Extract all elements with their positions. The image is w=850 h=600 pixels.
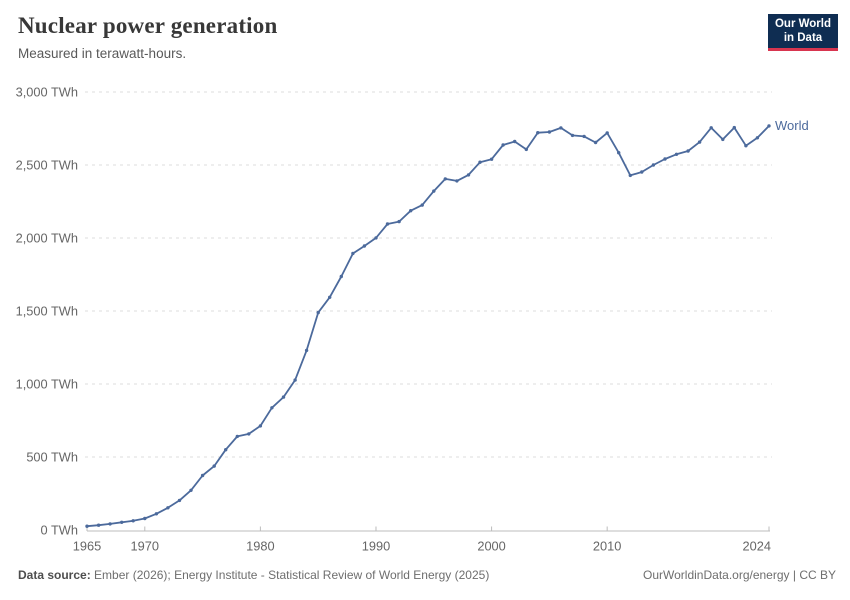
y-axis-tick-label: 500 TWh bbox=[26, 450, 78, 465]
series-end-label-world[interactable]: World bbox=[775, 118, 809, 133]
data-point-marker[interactable] bbox=[120, 520, 124, 524]
y-axis-tick-label: 0 TWh bbox=[41, 523, 78, 538]
data-point-marker[interactable] bbox=[293, 378, 297, 382]
data-point-marker[interactable] bbox=[489, 157, 494, 161]
data-point-marker[interactable] bbox=[547, 130, 552, 134]
chart-subtitle: Measured in terawatt-hours. bbox=[18, 46, 187, 61]
x-axis-tick-label: 1970 bbox=[131, 539, 159, 554]
data-point-marker[interactable] bbox=[686, 149, 690, 153]
data-point-marker[interactable] bbox=[651, 163, 656, 167]
data-point-marker[interactable] bbox=[96, 523, 101, 527]
data-source-label: Data source: bbox=[18, 568, 91, 582]
data-point-marker[interactable] bbox=[582, 134, 586, 139]
data-point-marker[interactable] bbox=[593, 140, 598, 145]
data-point-marker[interactable] bbox=[131, 519, 135, 523]
data-point-marker[interactable] bbox=[755, 136, 760, 140]
data-point-marker[interactable] bbox=[674, 152, 679, 156]
data-point-marker[interactable] bbox=[513, 139, 517, 144]
data-point-marker[interactable] bbox=[235, 434, 239, 439]
data-point-marker[interactable] bbox=[85, 524, 89, 528]
owid-attribution-link[interactable]: OurWorldinData.org/energy | CC BY bbox=[643, 568, 836, 582]
page-title: Nuclear power generation bbox=[18, 13, 278, 38]
data-point-marker[interactable] bbox=[570, 133, 575, 138]
data-point-marker[interactable] bbox=[154, 512, 159, 516]
data-point-marker[interactable] bbox=[177, 498, 182, 503]
data-point-marker[interactable] bbox=[385, 222, 390, 226]
data-point-marker[interactable] bbox=[316, 310, 320, 315]
data-point-marker[interactable] bbox=[143, 516, 147, 521]
data-point-marker[interactable] bbox=[339, 274, 343, 279]
data-point-marker[interactable] bbox=[224, 448, 228, 452]
x-axis-tick-label: 2010 bbox=[593, 539, 621, 554]
data-source-note: Data source: Ember (2026); Energy Instit… bbox=[18, 568, 489, 582]
data-point-marker[interactable] bbox=[617, 151, 621, 155]
data-point-marker[interactable] bbox=[432, 189, 436, 193]
data-point-marker[interactable] bbox=[709, 126, 713, 130]
world-series-line[interactable] bbox=[86, 125, 770, 528]
data-point-marker[interactable] bbox=[304, 348, 309, 353]
data-point-marker[interactable] bbox=[247, 432, 251, 436]
x-axis-tick-label: 1980 bbox=[246, 539, 274, 554]
data-point-marker[interactable] bbox=[628, 173, 632, 178]
x-axis-tick-label: 1990 bbox=[362, 539, 390, 554]
data-point-marker[interactable] bbox=[397, 219, 401, 224]
data-point-marker[interactable] bbox=[605, 131, 609, 135]
data-point-marker[interactable] bbox=[466, 173, 471, 177]
y-axis-tick-label: 3,000 TWh bbox=[16, 85, 78, 100]
y-axis-tick-label: 1,000 TWh bbox=[16, 377, 78, 392]
data-point-marker[interactable] bbox=[443, 177, 447, 181]
data-point-marker[interactable] bbox=[559, 126, 563, 130]
y-axis-tick-label: 2,500 TWh bbox=[16, 158, 78, 173]
data-point-marker[interactable] bbox=[270, 406, 274, 410]
data-point-marker[interactable] bbox=[189, 488, 193, 492]
data-source-text: Ember (2026); Energy Institute - Statist… bbox=[94, 568, 490, 582]
data-point-marker[interactable] bbox=[351, 251, 355, 256]
x-axis-tick-label: 2000 bbox=[477, 539, 505, 554]
y-axis-tick-label: 2,000 TWh bbox=[16, 231, 78, 246]
data-point-marker[interactable] bbox=[374, 236, 378, 240]
data-point-marker[interactable] bbox=[767, 124, 771, 128]
data-point-marker[interactable] bbox=[524, 147, 528, 152]
data-point-marker[interactable] bbox=[663, 157, 667, 161]
data-point-marker[interactable] bbox=[420, 203, 424, 207]
data-point-marker[interactable] bbox=[281, 395, 286, 399]
data-point-marker[interactable] bbox=[501, 143, 505, 147]
data-point-marker[interactable] bbox=[721, 137, 725, 142]
data-point-marker[interactable] bbox=[697, 140, 702, 144]
data-point-marker[interactable] bbox=[166, 506, 170, 510]
chart-footer: Data source: Ember (2026); Energy Instit… bbox=[18, 568, 836, 582]
x-axis-tick-label: 2024 bbox=[743, 539, 771, 554]
data-point-marker[interactable] bbox=[478, 160, 482, 164]
x-axis-tick-label: 1965 bbox=[73, 539, 101, 554]
data-point-marker[interactable] bbox=[200, 473, 205, 478]
y-axis-tick-label: 1,500 TWh bbox=[16, 304, 78, 319]
data-point-marker[interactable] bbox=[409, 209, 413, 213]
data-point-marker[interactable] bbox=[212, 464, 216, 468]
owid-logo-line1: Our World bbox=[774, 18, 831, 30]
owid-logo-line2: in Data bbox=[783, 32, 823, 44]
data-point-marker[interactable] bbox=[744, 144, 748, 148]
data-point-marker[interactable] bbox=[455, 179, 459, 183]
data-point-marker[interactable] bbox=[328, 295, 332, 299]
data-point-marker[interactable] bbox=[536, 131, 540, 135]
data-point-marker[interactable] bbox=[732, 125, 736, 130]
data-point-marker[interactable] bbox=[362, 244, 367, 248]
data-point-marker[interactable] bbox=[258, 424, 263, 428]
data-point-marker[interactable] bbox=[108, 522, 112, 526]
chart-header: Nuclear power generation Measured in ter… bbox=[18, 13, 755, 61]
owid-logo[interactable]: Our World in Data bbox=[768, 14, 838, 51]
data-point-marker[interactable] bbox=[640, 170, 644, 174]
